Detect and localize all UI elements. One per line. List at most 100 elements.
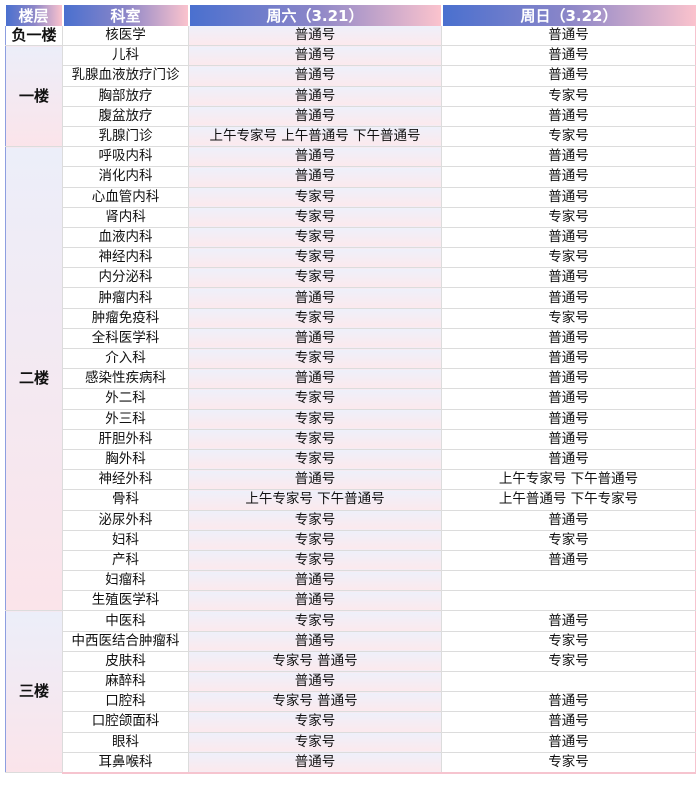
saturday-cell: 普通号 (188, 631, 442, 652)
sunday-cell: 普通号 (441, 227, 696, 249)
saturday-cell: 普通号 (188, 328, 442, 350)
saturday-cell: 上午专家号 下午普通号 (188, 489, 442, 511)
table-row: 乳腺门诊 上午专家号 上午普通号 下午普通号 专家号 (6, 126, 696, 148)
table-row: 肾内科 专家号 专家号 (6, 207, 696, 228)
saturday-cell: 专家号 (188, 247, 442, 269)
table-row: 产科 专家号 普通号 (6, 550, 696, 572)
sunday-cell (441, 671, 696, 693)
sunday-cell: 普通号 (441, 429, 696, 450)
table-row: 神经内科 专家号 专家号 (6, 247, 696, 269)
saturday-cell: 专家号 (188, 429, 442, 450)
dept-cell: 眼科 (62, 732, 189, 753)
table-row: 骨科 上午专家号 下午普通号 上午普通号 下午专家号 (6, 489, 696, 511)
saturday-cell: 专家号 (188, 388, 442, 410)
floor-cell: 三楼 (5, 610, 63, 774)
table-row: 肝胆外科 专家号 普通号 (6, 429, 696, 450)
sunday-cell: 普通号 (441, 287, 696, 309)
dept-cell: 外三科 (62, 409, 189, 430)
table-row: 妇科 专家号 专家号 (6, 530, 696, 551)
dept-cell: 耳鼻喉科 (62, 752, 189, 774)
sunday-cell: 普通号 (441, 388, 696, 410)
sunday-cell: 普通号 (441, 328, 696, 350)
sunday-cell: 普通号 (441, 166, 696, 188)
sunday-cell: 专家号 (441, 86, 696, 107)
dept-cell: 消化内科 (62, 166, 189, 188)
sunday-cell: 专家号 (441, 207, 696, 228)
table-row: 泌尿外科 专家号 普通号 (6, 510, 696, 531)
dept-cell: 神经外科 (62, 469, 189, 491)
sunday-cell: 普通号 (441, 550, 696, 572)
table-body: 负一楼 核医学 普通号 普通号 一楼 儿科 普通号 普通号 乳腺血液放疗门诊 普通号 普通号 胸部放疗… (5, 26, 696, 774)
table-row: 二楼 呼吸内科 普通号 普通号 (5, 146, 696, 612)
saturday-cell: 普通号 (188, 671, 442, 693)
table-row: 外二科 专家号 普通号 (6, 388, 696, 410)
sunday-cell: 专家号 (441, 651, 696, 673)
table-row: 内分泌科 专家号 普通号 (6, 267, 696, 289)
saturday-cell: 专家号 (188, 550, 442, 572)
saturday-cell: 专家号 普通号 (188, 651, 442, 673)
dept-cell: 生殖医学科 (62, 590, 189, 612)
sunday-cell: 上午普通号 下午专家号 (441, 489, 696, 511)
saturday-cell: 专家号 (188, 510, 442, 531)
saturday-cell: 专家号 (188, 207, 442, 228)
table-row: 全科医学科 普通号 普通号 (6, 328, 696, 350)
table-row: 口腔科 专家号 普通号 普通号 (6, 691, 696, 713)
saturday-cell: 普通号 (188, 106, 442, 127)
saturday-cell: 普通号 (188, 752, 442, 774)
sunday-cell: 普通号 (441, 711, 696, 733)
header-dept: 科室 (62, 5, 190, 26)
saturday-cell: 专家号 (188, 530, 442, 551)
dept-cell: 血液内科 (62, 227, 189, 249)
dept-cell: 中医科 (62, 610, 189, 632)
saturday-cell: 专家号 (188, 711, 442, 733)
sunday-cell: 普通号 (441, 732, 696, 753)
saturday-cell: 普通号 (188, 469, 442, 491)
saturday-cell: 上午专家号 上午普通号 下午普通号 (188, 126, 442, 148)
sunday-cell: 普通号 (441, 610, 696, 632)
sunday-cell: 上午专家号 下午普通号 (441, 469, 696, 491)
table-row: 腹盆放疗 普通号 普通号 (6, 106, 696, 127)
table-row: 负一楼 核医学 普通号 普通号 (5, 26, 696, 47)
sunday-cell (441, 590, 696, 612)
dept-cell: 口腔科 (62, 691, 189, 713)
saturday-cell: 普通号 (188, 86, 442, 107)
dept-cell: 肿瘤内科 (62, 287, 189, 309)
table-row: 介入科 专家号 普通号 (6, 348, 696, 370)
dept-cell: 肿瘤免疫科 (62, 308, 189, 329)
table-row: 皮肤科 专家号 普通号 专家号 (6, 651, 696, 673)
dept-cell: 核医学 (62, 26, 189, 47)
saturday-cell: 专家号 (188, 267, 442, 289)
table-row: 妇瘤科 普通号 (6, 570, 696, 592)
table-row: 心血管内科 专家号 普通号 (6, 187, 696, 208)
sunday-cell: 普通号 (441, 368, 696, 390)
table-row: 外三科 专家号 普通号 (6, 409, 696, 430)
table-row: 乳腺血液放疗门诊 普通号 普通号 (6, 65, 696, 87)
header-row: 楼层 科室 周六（3.21） 周日（3.22） (5, 5, 696, 26)
table-row: 麻醉科 普通号 (6, 671, 696, 693)
dept-cell: 皮肤科 (62, 651, 189, 673)
sunday-cell: 普通号 (441, 146, 696, 168)
dept-cell: 神经内科 (62, 247, 189, 269)
sunday-cell: 专家号 (441, 752, 696, 774)
saturday-cell: 普通号 (188, 26, 442, 47)
dept-cell: 乳腺血液放疗门诊 (62, 65, 189, 87)
saturday-cell: 普通号 (188, 45, 442, 67)
sunday-cell: 普通号 (441, 26, 696, 47)
sunday-cell: 普通号 (441, 187, 696, 208)
sunday-cell: 普通号 (441, 45, 696, 67)
dept-cell: 外二科 (62, 388, 189, 410)
dept-cell: 口腔颌面科 (62, 711, 189, 733)
saturday-cell: 专家号 普通号 (188, 691, 442, 713)
table-row: 胸部放疗 普通号 专家号 (6, 86, 696, 107)
table-row: 生殖医学科 普通号 (6, 590, 696, 612)
dept-cell: 感染性疾病科 (62, 368, 189, 390)
dept-cell: 全科医学科 (62, 328, 189, 350)
dept-cell: 心血管内科 (62, 187, 189, 208)
header-sunday: 周日（3.22） (441, 5, 696, 26)
sunday-cell: 普通号 (441, 510, 696, 531)
table-row: 中西医结合肿瘤科 普通号 专家号 (6, 631, 696, 652)
table-row: 三楼 中医科 专家号 普通号 (5, 610, 696, 774)
floor-cell: 二楼 (5, 146, 63, 612)
saturday-cell: 专家号 (188, 308, 442, 329)
floor-cell: 负一楼 (5, 26, 63, 47)
